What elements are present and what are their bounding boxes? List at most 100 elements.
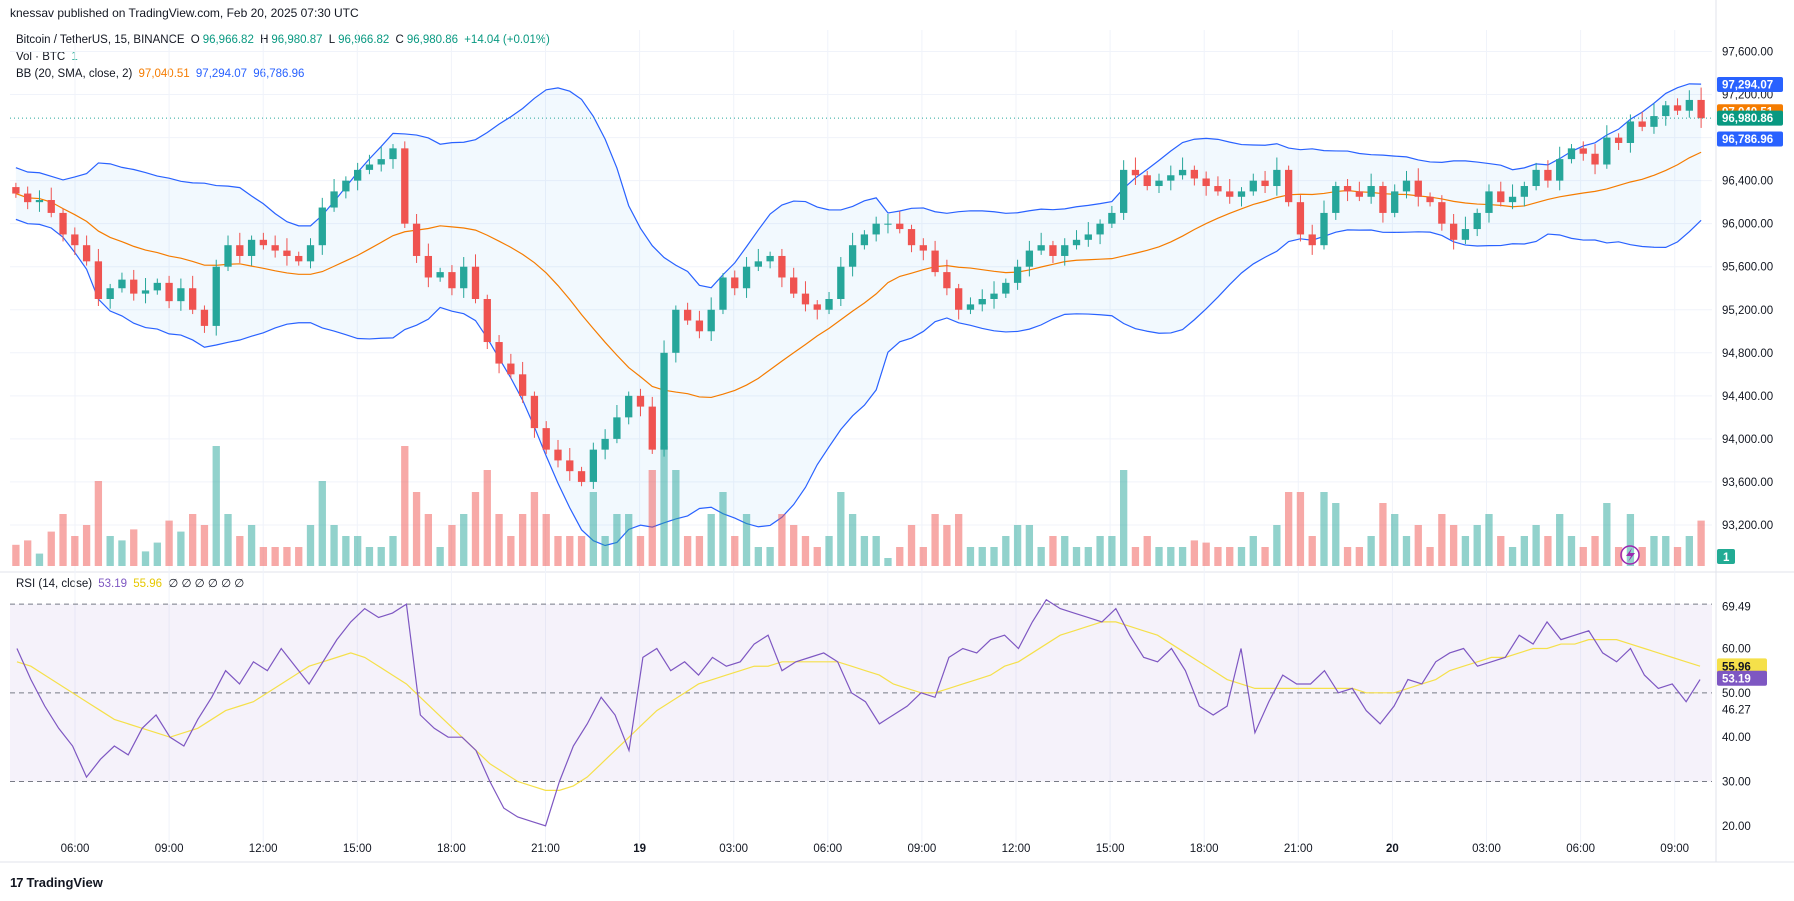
volume-bar [648, 470, 656, 566]
candle-body [1662, 105, 1670, 117]
candle-body [1296, 202, 1305, 235]
candle-body [1461, 229, 1470, 240]
rsi-label[interactable]: RSI (14, close) [16, 578, 93, 590]
candle-body [660, 352, 668, 450]
x-tick-label: 21:00 [531, 843, 560, 855]
volume-bar [1025, 525, 1034, 566]
candle-body [907, 229, 916, 246]
candle-body [1673, 105, 1682, 111]
candle-body [1167, 175, 1175, 181]
volume-tag-bg [1717, 549, 1735, 564]
volume-bar [318, 481, 326, 566]
volume-bar [1284, 492, 1293, 566]
volume-bar [1508, 547, 1517, 566]
candle-body [412, 223, 421, 256]
volume-bar [1167, 547, 1175, 566]
volume-bar [130, 529, 138, 566]
last-price-tag-bg [1717, 110, 1783, 126]
volume-bar [1273, 525, 1281, 566]
volume-bar [471, 492, 480, 566]
volume-label[interactable]: Vol · BTC [16, 51, 66, 63]
volume-bar [577, 536, 586, 566]
volume-bar [1438, 514, 1446, 566]
volume-bar [1426, 547, 1434, 566]
volume-bar [12, 544, 20, 566]
y-tick-label: 97,200.00 [1722, 90, 1773, 102]
volume-bar [377, 547, 385, 566]
candle-body [837, 266, 845, 299]
tradingview-logo-icon: 17 [10, 875, 24, 890]
volume-bar [82, 525, 91, 566]
volume-bar [448, 525, 456, 566]
candle-body [683, 309, 692, 321]
candle-body [35, 200, 44, 203]
volume-bar [1673, 547, 1682, 566]
candle-body [1614, 137, 1623, 143]
volume-bar [801, 536, 810, 566]
volume-bar [1591, 536, 1599, 566]
x-tick-label: 21:00 [1284, 843, 1313, 855]
candle-body [1532, 169, 1540, 187]
candle-body [259, 239, 268, 246]
volume-bar [271, 547, 279, 566]
volume-bar [177, 531, 185, 566]
x-tick-label: 09:00 [155, 843, 184, 855]
candle-body [283, 250, 291, 256]
volume-bar [1214, 547, 1222, 566]
x-tick-label: 15:00 [343, 843, 372, 855]
candle-body [1214, 186, 1222, 192]
volume-bar [1449, 525, 1458, 566]
rsi-y-tick-label: 50.00 [1722, 688, 1751, 700]
candle-body [24, 193, 32, 203]
candle-body [613, 417, 621, 439]
volume-bar [1226, 547, 1234, 566]
candle-body [601, 438, 609, 450]
candle-body [1178, 169, 1187, 176]
volume-bar [1567, 536, 1576, 566]
y-tick-label: 94,800.00 [1722, 348, 1773, 360]
x-tick-label: 12:00 [249, 843, 278, 855]
volume-bar [1061, 536, 1069, 566]
candle-body [813, 304, 821, 310]
bb-upper-tag-bg [1717, 76, 1783, 92]
lightning-icon[interactable] [1620, 545, 1640, 565]
candle-body [153, 282, 161, 291]
bb-upper-tag: 97,294.07 [1722, 79, 1773, 91]
candle-body [943, 272, 951, 289]
candle-body [542, 428, 550, 450]
volume-bar [1414, 525, 1422, 566]
candle-body [1096, 223, 1104, 235]
candle-body [1343, 186, 1352, 192]
candle-body [1120, 169, 1128, 213]
candle-body [1355, 191, 1364, 197]
candle-body [931, 250, 939, 273]
bb-label[interactable]: BB (20, SMA, close, 2) [16, 68, 133, 80]
volume-bar [754, 547, 762, 566]
candle-body [471, 266, 480, 299]
volume-bar [1391, 514, 1399, 566]
candle-body [695, 320, 704, 332]
rsi-extra-values: ∅ ∅ ∅ ∅ ∅ ∅ [168, 578, 245, 590]
candle-body [424, 255, 433, 278]
symbol-name[interactable]: Bitcoin / TetherUS, 15, BINANCE [16, 34, 185, 46]
candle-body [295, 255, 303, 262]
x-tick-label: 03:00 [719, 843, 748, 855]
candle-body [1367, 186, 1375, 197]
candle-body [1072, 239, 1081, 246]
candle-body [978, 299, 986, 305]
volume-bar [1343, 547, 1352, 566]
tradingview-footer[interactable]: 17 TradingView [10, 875, 103, 890]
candle-body [1273, 169, 1281, 187]
candle-body [872, 223, 880, 235]
volume-bar [896, 547, 904, 566]
x-tick-label: 06:00 [61, 843, 90, 855]
volume-bar [1002, 536, 1010, 566]
rsi-ma-tag-bg [1717, 658, 1767, 674]
candle-body [1108, 212, 1116, 224]
bb-legend: BB (20, SMA, close, 2) 97,040.51 97,294.… [16, 68, 307, 80]
candle-body [1473, 212, 1481, 230]
bb-basis-value: 97,040.51 [138, 68, 190, 80]
candle-body [271, 245, 279, 251]
symbol-legend: Bitcoin / TetherUS, 15, BINANCE O 96,966.… [16, 34, 553, 46]
